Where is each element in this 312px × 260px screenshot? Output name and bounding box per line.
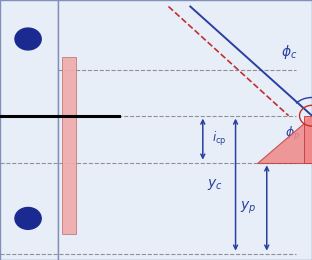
Bar bbox=[62, 57, 76, 234]
Bar bbox=[304, 116, 312, 162]
Text: $\phi_p$: $\phi_p$ bbox=[285, 125, 301, 143]
Bar bbox=[58, 0, 312, 260]
Text: $\phi_c$: $\phi_c$ bbox=[281, 43, 297, 61]
Circle shape bbox=[15, 207, 41, 229]
Text: $y_p$: $y_p$ bbox=[240, 200, 256, 216]
Circle shape bbox=[15, 28, 41, 50]
Bar bbox=[0, 0, 58, 260]
Text: $i_{\rm cp}$: $i_{\rm cp}$ bbox=[212, 130, 227, 148]
Polygon shape bbox=[257, 116, 312, 162]
Text: $y_c$: $y_c$ bbox=[207, 177, 223, 192]
